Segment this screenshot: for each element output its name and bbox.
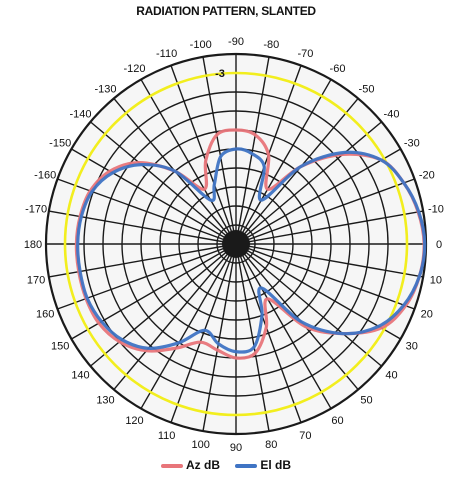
plot-hub <box>222 230 250 258</box>
angle-tick-label: -10 <box>428 204 444 216</box>
angle-tick-label: 120 <box>125 415 143 427</box>
legend-swatch-el <box>235 463 258 468</box>
grid-spoke <box>140 79 237 245</box>
angle-tick-labels: -170-160-150-140-130-120-110-100 -90 -80-7… <box>24 36 444 454</box>
grid-spoke <box>235 243 424 278</box>
angle-tick-label: 150 <box>51 341 69 353</box>
angle-tick-label: 10 <box>430 274 442 286</box>
grid-spoke <box>235 121 382 245</box>
grid-spoke <box>202 243 237 432</box>
legend-label-az: Az dB <box>185 458 220 472</box>
legend-item-az: Az dB <box>160 458 220 472</box>
angle-tick-label: 170 <box>27 274 45 286</box>
grid-spoke <box>90 121 237 245</box>
reference-circle-group <box>63 71 409 417</box>
angle-tick-label: -90 <box>228 36 244 48</box>
angle-tick-label: -60 <box>330 63 346 75</box>
angle-tick-label: -20 <box>419 170 435 182</box>
angle-tick-label: -100 <box>190 39 212 51</box>
angle-tick-label: -160 <box>34 170 56 182</box>
grid-spoke <box>235 98 359 245</box>
legend-item-el: El dB <box>235 458 291 472</box>
grid-spoke <box>202 56 237 245</box>
series-line-el-db <box>76 147 427 354</box>
angle-tick-label: 40 <box>385 370 397 382</box>
angle-tick-label: 70 <box>299 430 311 442</box>
grid-spoke <box>235 243 332 409</box>
angle-tick-label: -150 <box>49 138 71 150</box>
angle-tick-label: 20 <box>421 308 433 320</box>
grid-spoke <box>235 79 332 245</box>
radial-tick-label: -3 <box>215 68 225 80</box>
grid-spoke <box>235 243 401 340</box>
legend: Az dB El dB <box>0 458 452 472</box>
grid-spoke <box>235 148 401 245</box>
grid-spoke <box>113 243 237 390</box>
angle-tick-label: -170 <box>25 204 47 216</box>
grid-spoke <box>235 243 415 310</box>
grid-spoke <box>235 243 302 423</box>
angle-tick-label: -120 <box>123 63 145 75</box>
legend-label-el: El dB <box>260 458 291 472</box>
radial-tick-labels: -3 <box>215 68 225 80</box>
grid-spoke <box>170 243 237 423</box>
angle-tick-label: 100 <box>192 439 210 451</box>
grid-spoke <box>57 178 237 245</box>
legend-swatch-az <box>160 463 183 468</box>
series-group <box>74 128 427 360</box>
grid-spoke <box>71 148 237 245</box>
angle-tick-label: -30 <box>404 138 420 150</box>
angle-tick-label: -140 <box>69 109 91 121</box>
angle-tick-label: 180 <box>24 239 42 251</box>
grid-spoke <box>140 243 237 409</box>
grid-spoke <box>235 56 270 245</box>
chart-title: RADIATION PATTERN, SLANTED <box>136 4 316 18</box>
grid-spoke <box>235 243 270 432</box>
angle-tick-label: 160 <box>36 308 54 320</box>
angle-tick-label: -40 <box>384 109 400 121</box>
angle-tick-label: -70 <box>297 48 313 60</box>
grid-spoke <box>90 243 237 367</box>
angle-tick-label: 80 <box>265 439 277 451</box>
angle-tick-label: 0 <box>436 239 442 251</box>
angle-tick-label: -80 <box>263 39 279 51</box>
grid-spoke <box>235 178 415 245</box>
angle-tick-label: 60 <box>331 415 343 427</box>
angle-tick-label: 110 <box>158 430 176 442</box>
angle-tick-label: 130 <box>96 395 114 407</box>
grid-spoke <box>170 65 237 245</box>
angle-tick-label: -130 <box>94 84 116 96</box>
angle-tick-label: 30 <box>406 341 418 353</box>
reference-circle <box>63 71 409 417</box>
angle-tick-label: 90 <box>230 442 242 454</box>
polar-grid <box>44 52 428 436</box>
grid-spoke <box>235 210 424 245</box>
angle-tick-label: 140 <box>71 370 89 382</box>
angle-tick-label: 50 <box>360 395 372 407</box>
grid-spoke <box>235 243 359 390</box>
angle-tick-label: -50 <box>359 84 375 96</box>
grid-spoke <box>235 243 382 367</box>
angle-tick-label: -110 <box>156 48 177 60</box>
